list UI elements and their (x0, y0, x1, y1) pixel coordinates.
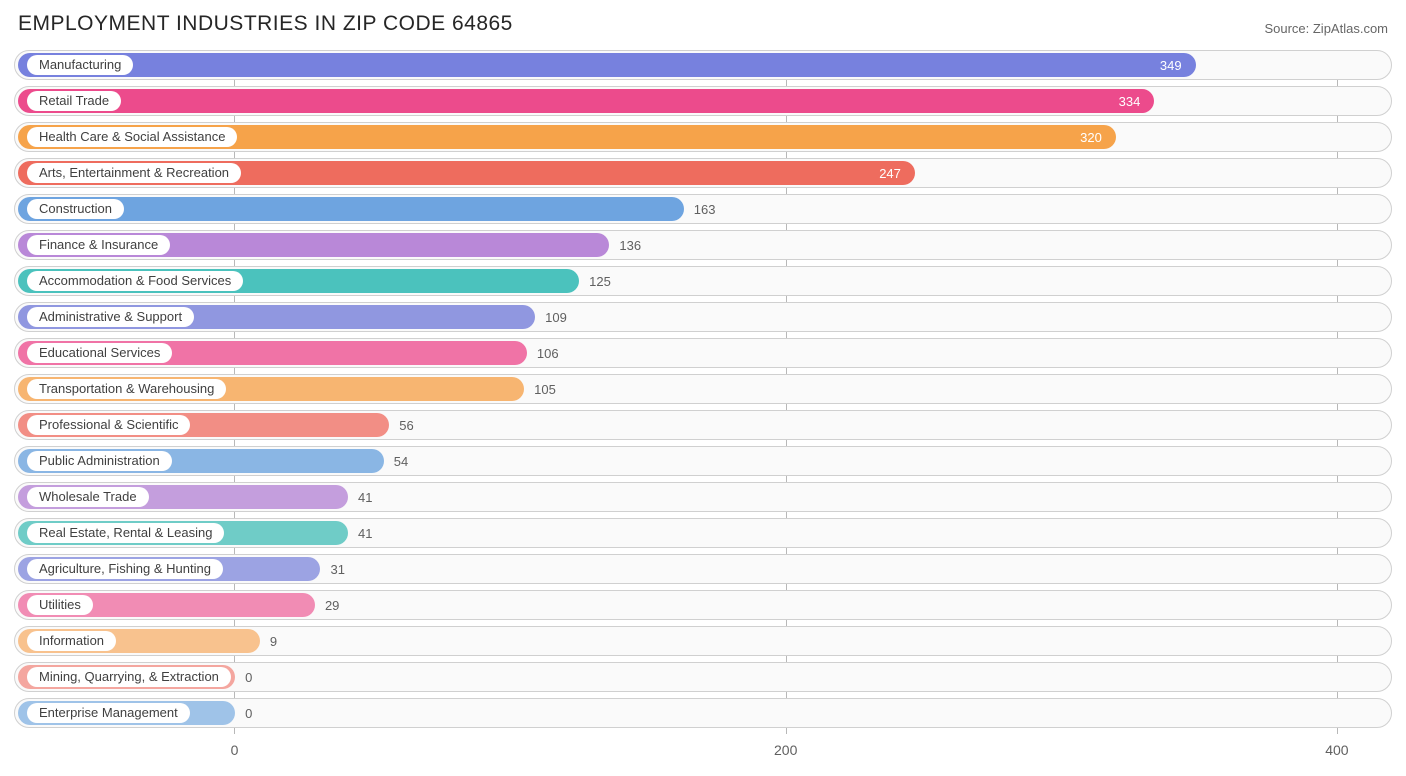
category-pill: Accommodation & Food Services (27, 271, 243, 291)
value-label: 56 (389, 411, 413, 441)
category-pill: Public Administration (27, 451, 172, 471)
x-tick-label: 400 (1325, 742, 1348, 758)
chart-row: Educational Services 106 (14, 338, 1392, 368)
chart-row: Information 9 (14, 626, 1392, 656)
chart-row: Professional & Scientific 56 (14, 410, 1392, 440)
chart-row: Mining, Quarrying, & Extraction0 (14, 662, 1392, 692)
category-pill: Wholesale Trade (27, 487, 149, 507)
bar (18, 89, 1154, 113)
chart-row: Wholesale Trade 41 (14, 482, 1392, 512)
value-label: 247 (879, 159, 915, 189)
category-pill: Mining, Quarrying, & Extraction (27, 667, 231, 687)
category-pill: Manufacturing (27, 55, 133, 75)
chart-row: Real Estate, Rental & Leasing 41 (14, 518, 1392, 548)
value-label: 9 (260, 627, 277, 657)
chart-row: Enterprise Management 0 (14, 698, 1392, 728)
value-label: 136 (609, 231, 641, 261)
value-label: 106 (527, 339, 559, 369)
value-label: 125 (579, 267, 611, 297)
category-pill: Finance & Insurance (27, 235, 170, 255)
category-pill: Professional & Scientific (27, 415, 190, 435)
chart-rows: Manufacturing 349 Retail Trade 334 Health Ca… (14, 50, 1392, 728)
category-pill: Arts, Entertainment & Recreation (27, 163, 241, 183)
value-label: 320 (1080, 123, 1116, 153)
value-label: 0 (235, 663, 252, 693)
value-label: 29 (315, 591, 339, 621)
chart-area: Manufacturing 349 Retail Trade 334 Health Ca… (14, 50, 1392, 762)
chart-row: Manufacturing 349 (14, 50, 1392, 80)
category-pill: Retail Trade (27, 91, 121, 111)
chart-row: Public Administration 54 (14, 446, 1392, 476)
value-label: 349 (1160, 51, 1196, 81)
category-pill: Construction (27, 199, 124, 219)
chart-row: Agriculture, Fishing & Hunting 31 (14, 554, 1392, 584)
chart-row: Utilities 29 (14, 590, 1392, 620)
value-label: 334 (1119, 87, 1155, 117)
x-tick-label: 200 (774, 742, 797, 758)
category-pill: Health Care & Social Assistance (27, 127, 237, 147)
category-pill: Administrative & Support (27, 307, 194, 327)
value-label: 41 (348, 483, 372, 513)
category-pill: Information (27, 631, 116, 651)
x-tick-label: 0 (231, 742, 239, 758)
value-label: 163 (684, 195, 716, 225)
value-label: 31 (320, 555, 344, 585)
chart-row: Accommodation & Food Services 125 (14, 266, 1392, 296)
chart-row: Arts, Entertainment & Recreation 247 (14, 158, 1392, 188)
chart-row: Transportation & Warehousing 105 (14, 374, 1392, 404)
category-pill: Agriculture, Fishing & Hunting (27, 559, 223, 579)
category-pill: Utilities (27, 595, 93, 615)
value-label: 105 (524, 375, 556, 405)
x-axis: 0 200 400 (14, 740, 1392, 762)
category-pill: Enterprise Management (27, 703, 190, 723)
category-pill: Transportation & Warehousing (27, 379, 226, 399)
value-label: 109 (535, 303, 567, 333)
value-label: 54 (384, 447, 408, 477)
bar (18, 53, 1196, 77)
value-label: 41 (348, 519, 372, 549)
chart-header: EMPLOYMENT INDUSTRIES IN ZIP CODE 64865 … (14, 12, 1392, 36)
chart-title: EMPLOYMENT INDUSTRIES IN ZIP CODE 64865 (18, 12, 513, 36)
chart-row: Administrative & Support 109 (14, 302, 1392, 332)
category-pill: Educational Services (27, 343, 172, 363)
chart-row: Retail Trade 334 (14, 86, 1392, 116)
chart-row: Finance & Insurance 136 (14, 230, 1392, 260)
value-label: 0 (235, 699, 252, 729)
category-pill: Real Estate, Rental & Leasing (27, 523, 224, 543)
chart-source: Source: ZipAtlas.com (1264, 21, 1388, 36)
chart-row: Health Care & Social Assistance 320 (14, 122, 1392, 152)
chart-row: Construction 163 (14, 194, 1392, 224)
